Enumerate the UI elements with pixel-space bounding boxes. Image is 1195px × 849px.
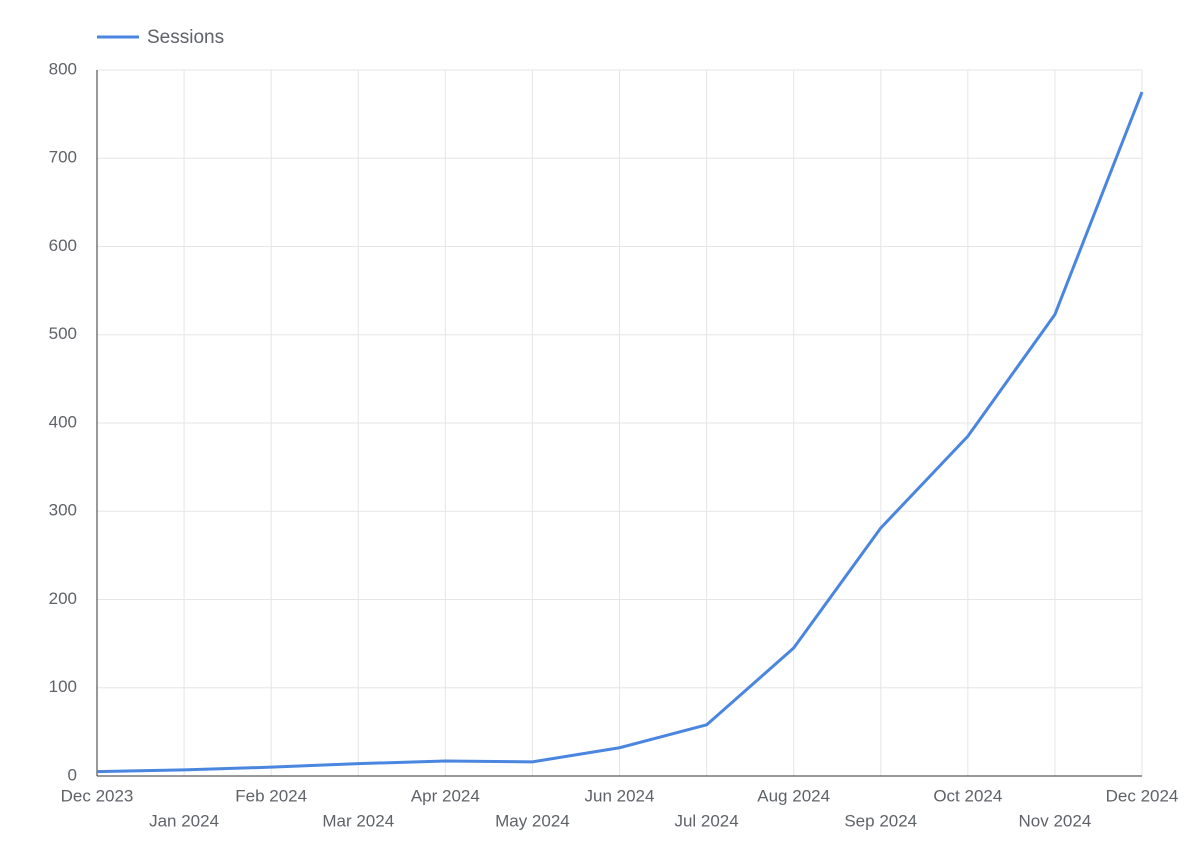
x-tick-label: Jul 2024 <box>674 811 738 830</box>
x-tick-label: Dec 2024 <box>1106 786 1179 805</box>
y-tick-label: 100 <box>49 677 77 696</box>
x-tick-label: Aug 2024 <box>757 786 830 805</box>
y-tick-label: 600 <box>49 236 77 255</box>
y-tick-label: 300 <box>49 501 77 520</box>
y-tick-label: 500 <box>49 324 77 343</box>
y-tick-label: 800 <box>49 59 77 78</box>
line-series <box>96 91 1144 774</box>
y-tick-label: 200 <box>49 589 77 608</box>
y-tick-label: 700 <box>49 148 77 167</box>
x-tick-label: Apr 2024 <box>411 786 480 805</box>
x-tick-label: Mar 2024 <box>322 811 394 830</box>
x-tick-label: Sep 2024 <box>844 811 917 830</box>
x-tick-label: Jun 2024 <box>585 786 655 805</box>
x-tick-label: Jan 2024 <box>149 811 219 830</box>
x-tick-label: May 2024 <box>495 811 570 830</box>
x-tick-label: Feb 2024 <box>235 786 307 805</box>
x-tick-label: Nov 2024 <box>1019 811 1092 830</box>
x-tick-label: Dec 2023 <box>61 786 134 805</box>
legend-label: Sessions <box>147 27 224 48</box>
y-tick-label: 0 <box>68 765 77 784</box>
x-tick-label: Oct 2024 <box>933 786 1002 805</box>
y-tick-label: 400 <box>49 412 77 431</box>
